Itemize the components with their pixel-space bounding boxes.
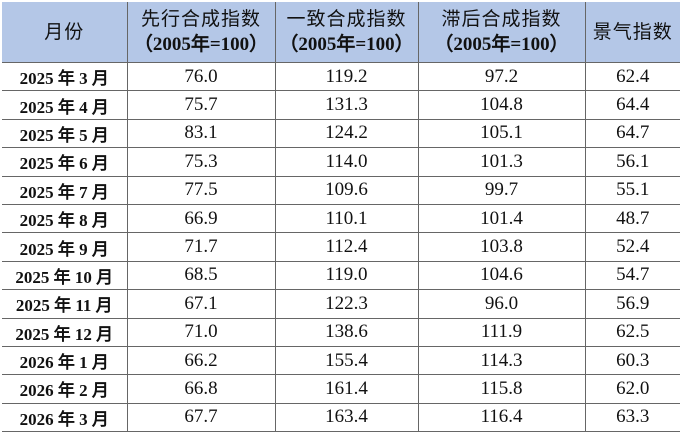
lagging-cell: 97.2 xyxy=(417,61,586,92)
month-cell: 2026 年 2 月 xyxy=(2,374,128,404)
month-cell: 2025 年 10 月 xyxy=(2,260,128,291)
header-lagging-base: （2005年=100） xyxy=(434,34,569,55)
lagging-cell: 111.9 xyxy=(417,317,586,347)
leading-cell: 75.7 xyxy=(126,90,276,120)
table-row: 2025 年 5 月 83.1 124.2 105.1 64.7 xyxy=(2,118,680,149)
lagging-cell: 103.8 xyxy=(417,232,586,262)
leading-cell: 71.7 xyxy=(126,232,276,262)
month-cell: 2025 年 3 月 xyxy=(2,61,128,92)
climate-cell: 52.4 xyxy=(584,232,680,262)
header-leading-base: （2005年=100） xyxy=(133,34,269,55)
leading-cell: 83.1 xyxy=(126,118,276,149)
lagging-cell: 115.8 xyxy=(417,374,586,404)
lagging-cell: 104.6 xyxy=(417,260,586,291)
month-cell: 2026 年 1 月 xyxy=(2,345,128,376)
table-row: 2025 年 6 月 75.3 114.0 101.3 56.1 xyxy=(2,147,680,177)
climate-cell: 63.3 xyxy=(584,402,680,433)
month-cell: 2025 年 7 月 xyxy=(2,175,128,205)
table-row: 2025 年 12 月 71.0 138.6 111.9 62.5 xyxy=(2,317,680,347)
leading-cell: 76.0 xyxy=(126,61,276,92)
table-row: 2026 年 2 月 66.8 161.4 115.8 62.0 xyxy=(2,374,680,404)
month-cell: 2025 年 8 月 xyxy=(2,203,128,234)
climate-cell: 60.3 xyxy=(584,345,680,376)
lagging-cell: 105.1 xyxy=(417,118,586,149)
leading-cell: 66.8 xyxy=(126,374,276,404)
month-cell: 2026 年 3 月 xyxy=(2,402,128,433)
lagging-cell: 116.4 xyxy=(417,402,586,433)
header-leading-title: 先行合成指数 xyxy=(140,8,261,30)
header-coincident-title: 一致合成指数 xyxy=(286,8,407,30)
header-coincident-base: （2005年=100） xyxy=(279,34,414,55)
lagging-cell: 101.4 xyxy=(417,203,586,234)
coincident-cell: 163.4 xyxy=(274,402,419,433)
table-row: 2025 年 7 月 77.5 109.6 99.7 55.1 xyxy=(2,175,680,205)
coincident-cell: 112.4 xyxy=(274,232,419,262)
leading-cell: 75.3 xyxy=(126,147,276,177)
table-row: 2025 年 4 月 75.7 131.3 104.8 64.4 xyxy=(2,90,680,120)
lagging-cell: 101.3 xyxy=(417,147,586,177)
header-row: 月份 先行合成指数 （2005年=100） 一致合成指数 （2005年=100） 滞… xyxy=(2,2,680,63)
leading-cell: 67.7 xyxy=(126,402,276,433)
table-row: 2026 年 1 月 66.2 155.4 114.3 60.3 xyxy=(2,345,680,376)
leading-cell: 77.5 xyxy=(126,175,276,205)
header-lagging: 滞后合成指数 （2005年=100） xyxy=(417,2,586,63)
climate-cell: 62.4 xyxy=(584,61,680,92)
climate-cell: 48.7 xyxy=(584,203,680,234)
table-row: 2025 年 10 月 68.5 119.0 104.6 54.7 xyxy=(2,260,680,291)
climate-cell: 55.1 xyxy=(584,175,680,205)
coincident-cell: 131.3 xyxy=(274,90,419,120)
month-cell: 2025 年 5 月 xyxy=(2,118,128,149)
leading-cell: 66.2 xyxy=(126,345,276,376)
climate-cell: 62.5 xyxy=(584,317,680,347)
lagging-cell: 96.0 xyxy=(417,289,586,319)
coincident-cell: 161.4 xyxy=(274,374,419,404)
leading-cell: 71.0 xyxy=(126,317,276,347)
coincident-cell: 109.6 xyxy=(274,175,419,205)
table-row: 2025 年 9 月 71.7 112.4 103.8 52.4 xyxy=(2,232,680,262)
leading-cell: 68.5 xyxy=(126,260,276,291)
lagging-cell: 114.3 xyxy=(417,345,586,376)
month-cell: 2025 年 11 月 xyxy=(2,289,128,319)
month-cell: 2025 年 4 月 xyxy=(2,90,128,120)
header-lagging-title: 滞后合成指数 xyxy=(441,8,562,30)
coincident-cell: 122.3 xyxy=(274,289,419,319)
coincident-cell: 155.4 xyxy=(274,345,419,376)
table-row: 2025 年 8 月 66.9 110.1 101.4 48.7 xyxy=(2,203,680,234)
coincident-cell: 119.2 xyxy=(274,61,419,92)
coincident-cell: 138.6 xyxy=(274,317,419,347)
climate-cell: 54.7 xyxy=(584,260,680,291)
coincident-cell: 114.0 xyxy=(274,147,419,177)
leading-cell: 66.9 xyxy=(126,203,276,234)
climate-cell: 64.4 xyxy=(584,90,680,120)
month-cell: 2025 年 6 月 xyxy=(2,147,128,177)
lagging-cell: 99.7 xyxy=(417,175,586,205)
header-month-label: 月份 xyxy=(44,20,85,43)
table-row: 2025 年 3 月 76.0 119.2 97.2 62.4 xyxy=(2,61,680,92)
month-cell: 2025 年 9 月 xyxy=(2,232,128,262)
leading-cell: 67.1 xyxy=(126,289,276,319)
table-row: 2025 年 11 月 67.1 122.3 96.0 56.9 xyxy=(2,289,680,319)
climate-cell: 64.7 xyxy=(584,118,680,149)
header-coincident: 一致合成指数 （2005年=100） xyxy=(274,2,419,63)
month-cell: 2025 年 12 月 xyxy=(2,317,128,347)
climate-cell: 62.0 xyxy=(584,374,680,404)
table-row: 2026 年 3 月 67.7 163.4 116.4 63.3 xyxy=(2,402,680,433)
header-month: 月份 xyxy=(2,2,128,63)
climate-cell: 56.1 xyxy=(584,147,680,177)
lagging-cell: 104.8 xyxy=(417,90,586,120)
header-climate: 景气指数 xyxy=(584,2,680,63)
coincident-cell: 124.2 xyxy=(274,118,419,149)
header-leading: 先行合成指数 （2005年=100） xyxy=(126,2,276,63)
coincident-cell: 119.0 xyxy=(274,260,419,291)
header-climate-label: 景气指数 xyxy=(592,20,673,43)
climate-cell: 56.9 xyxy=(584,289,680,319)
coincident-cell: 110.1 xyxy=(274,203,419,234)
